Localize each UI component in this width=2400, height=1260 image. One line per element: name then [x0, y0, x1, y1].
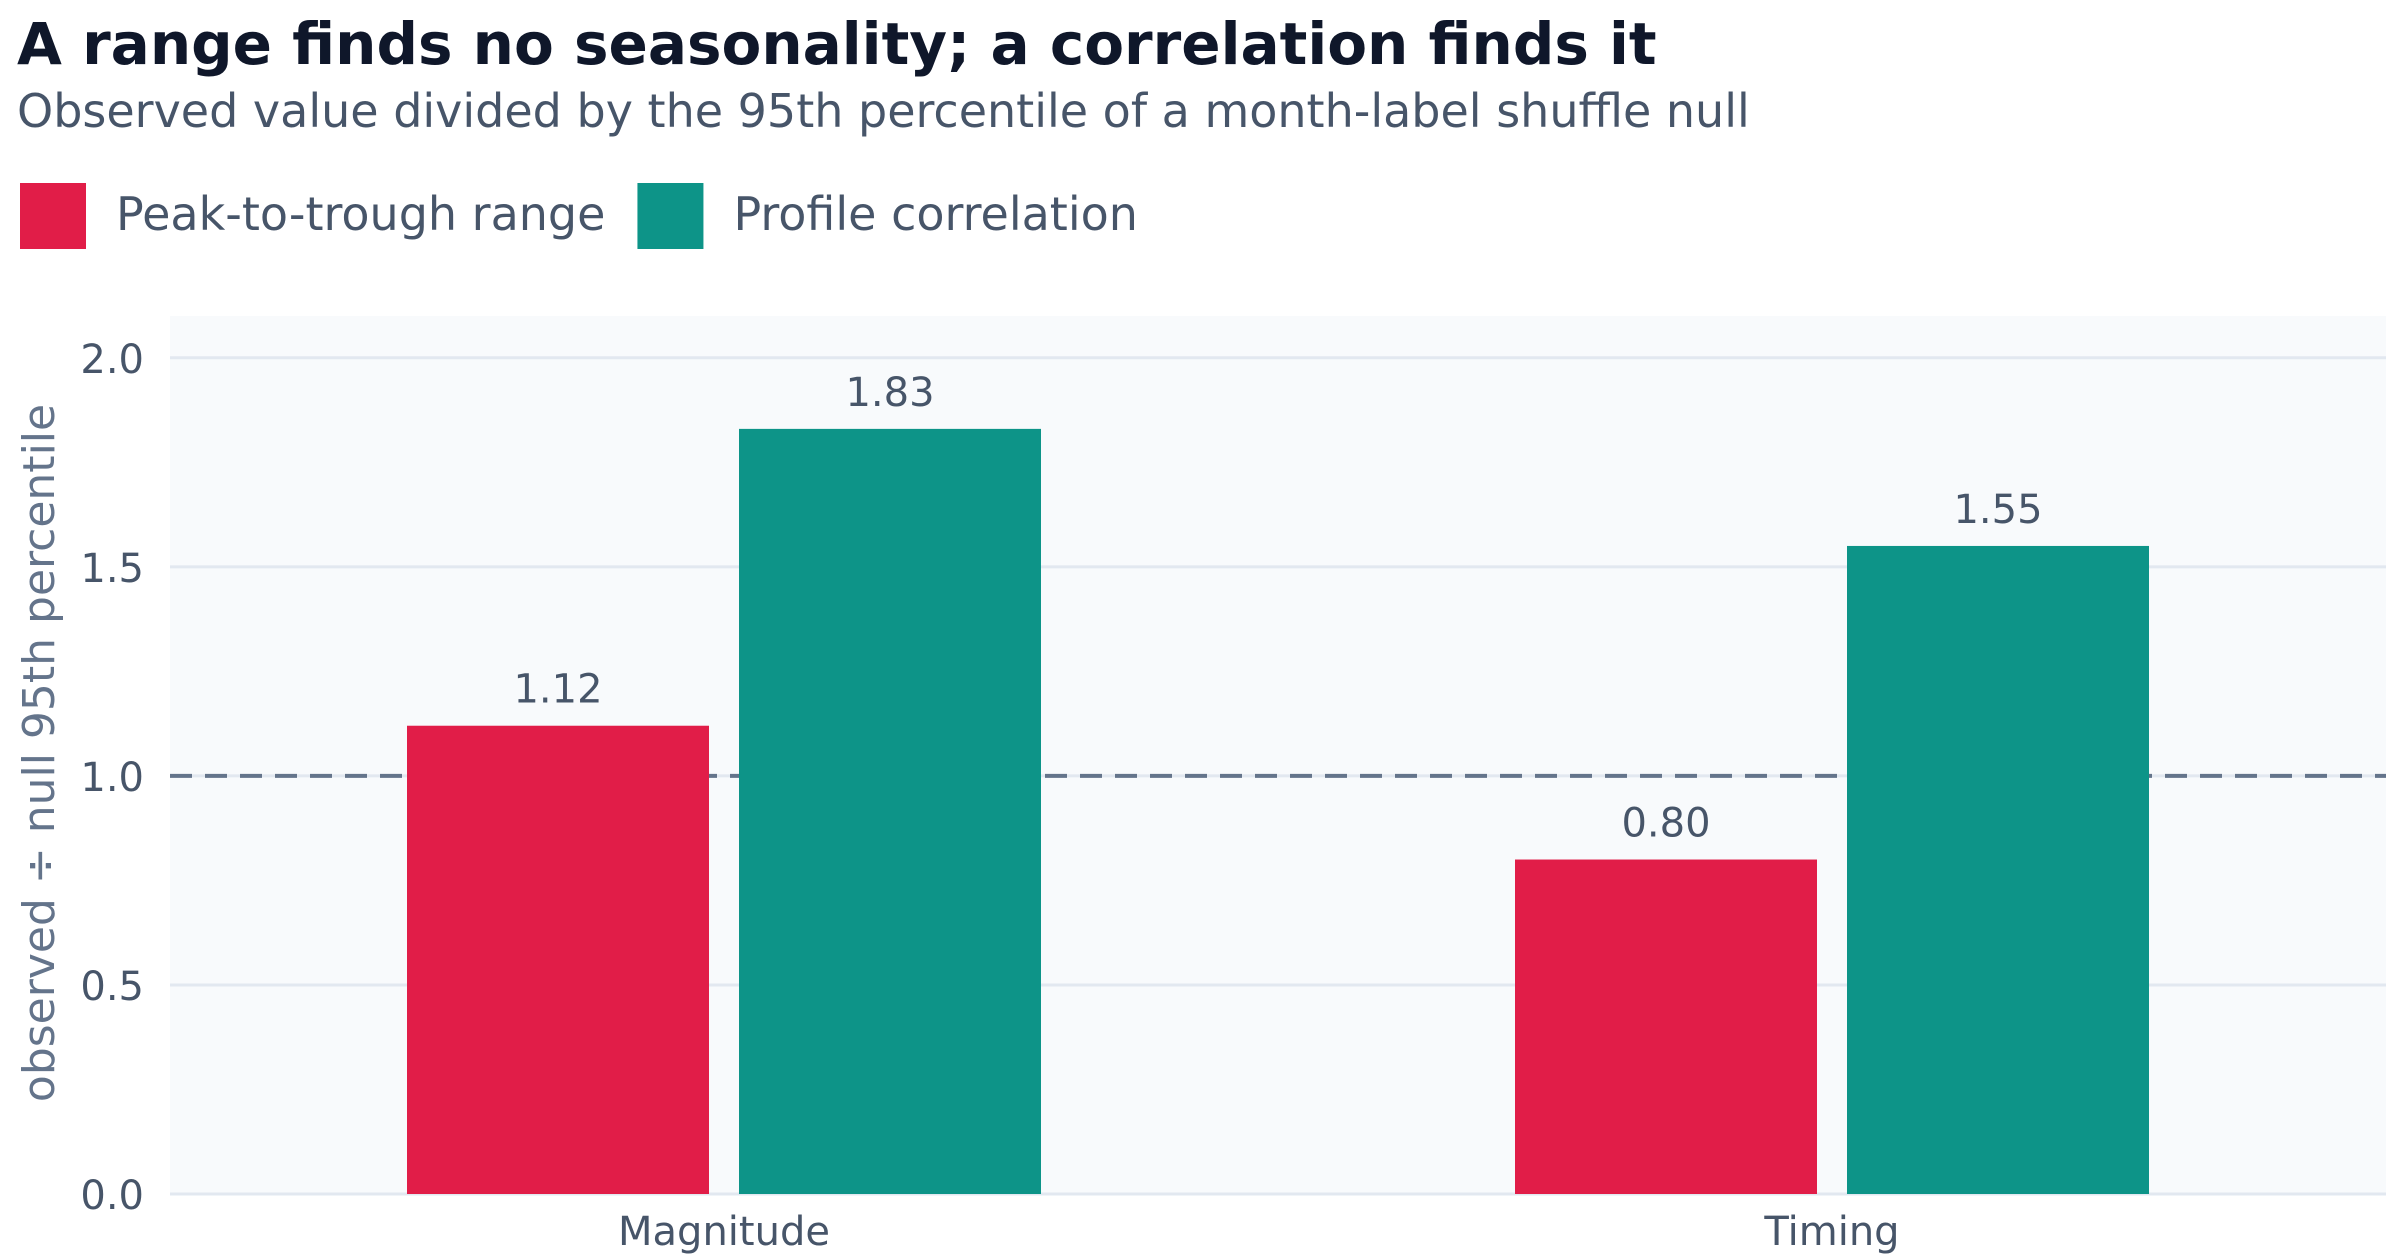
bars [407, 428, 2149, 1194]
legend-swatch [20, 183, 86, 249]
x-tick-label: Timing [1763, 1209, 1899, 1255]
bar-timing-correlation [1847, 545, 2149, 1194]
bar-labels: 1.12 1.83 0.80 1.55 [513, 370, 2042, 847]
x-axis-ticks: Magnitude Timing [618, 1209, 1900, 1255]
chart-title: A range finds no seasonality; a correlat… [17, 10, 1657, 78]
y-tick-label: 1.0 [80, 755, 144, 801]
legend-label: Profile correlation [733, 187, 1137, 241]
y-tick-label: 1.5 [80, 546, 144, 592]
bar-value-label: 1.83 [845, 370, 934, 416]
chart-subtitle: Observed value divided by the 95th perce… [17, 84, 1750, 138]
legend: Peak-to-trough range Profile correlation [20, 183, 1138, 249]
y-axis-label: observed ÷ null 95th percentile [14, 404, 65, 1102]
bar-value-label: 1.55 [1953, 487, 2042, 533]
bar-timing-range [1515, 859, 1817, 1194]
bar-magnitude-correlation [739, 428, 1041, 1194]
x-tick-label: Magnitude [618, 1209, 830, 1255]
y-tick-label: 0.0 [80, 1173, 144, 1219]
y-tick-label: 0.5 [80, 964, 144, 1010]
legend-swatch [637, 183, 704, 249]
bar-value-label: 1.12 [513, 667, 602, 713]
y-axis-ticks: 0.0 0.5 1.0 1.5 2.0 [80, 337, 144, 1219]
legend-label: Peak-to-trough range [116, 187, 605, 241]
y-tick-label: 2.0 [80, 337, 144, 383]
bar-value-label: 0.80 [1621, 801, 1710, 847]
bar-magnitude-range [407, 725, 709, 1194]
